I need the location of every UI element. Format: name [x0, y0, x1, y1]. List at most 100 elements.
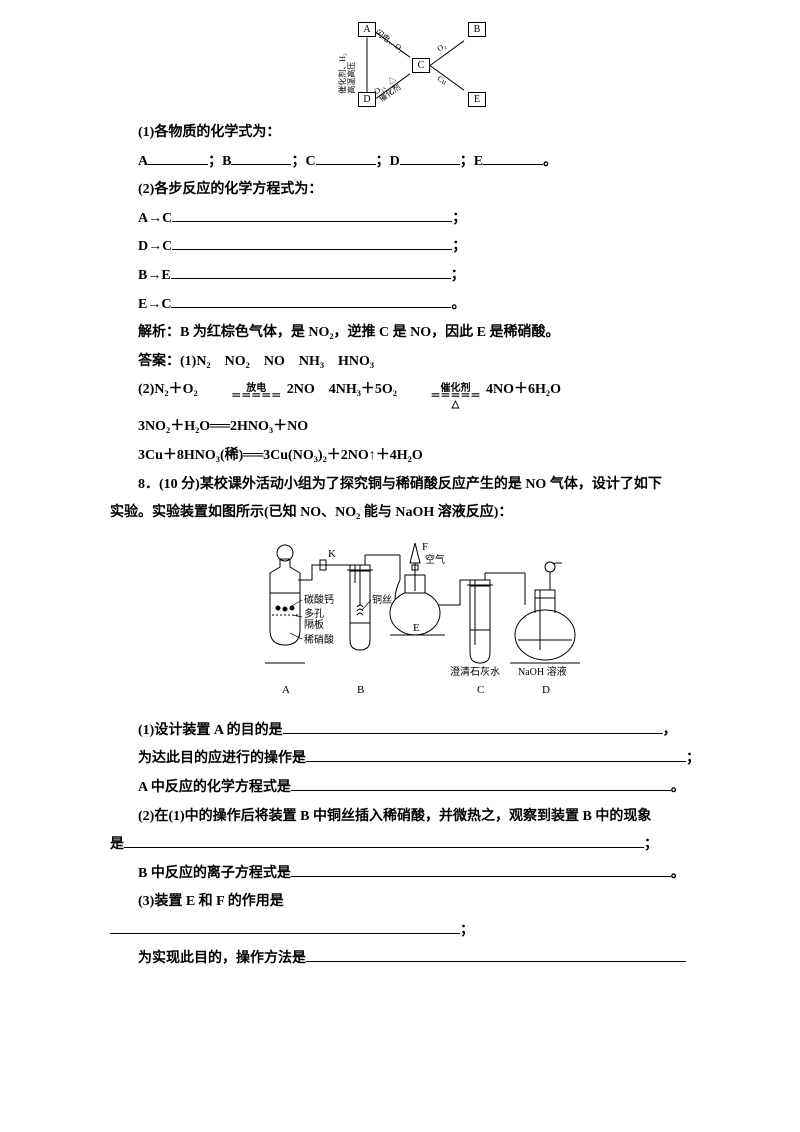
q8-1c: A 中反应的化学方程式是 。: [110, 775, 730, 802]
answer-1-text: (1)N₂ NO₂ NO NH₃ HNO₃: [180, 354, 374, 369]
eq-label: A→C: [138, 211, 172, 226]
label-c-app: C: [477, 684, 484, 696]
blank-b[interactable]: [231, 149, 291, 164]
period: 。: [543, 154, 557, 169]
q8-1b: 为达此目的应进行的操作是 ；: [110, 746, 730, 773]
eq-label: D→C: [138, 239, 172, 254]
q8-stem-2: 实验。实验装置如图所示(已知 NO、NO₂ 能与 NaOH 溶液反应)：: [110, 500, 730, 527]
analysis-text: B 为红棕色气体，是 NO₂，逆推 C 是 NO，因此 E 是稀硝酸。: [180, 325, 559, 340]
label-b-app: B: [357, 684, 364, 696]
label-a-app: A: [282, 684, 290, 696]
q8-stem-1: 8．(10 分)某校课外活动小组为了探究铜与稀硝酸反应产生的是 NO 气体，设计…: [110, 472, 730, 499]
answer-1: 答案：(1)N₂ NO₂ NO NH₃ HNO₃: [110, 349, 730, 376]
q7-1-blanks: A ；B ；C ；D ；E 。: [110, 149, 730, 176]
q8-2b: 是；: [110, 832, 730, 859]
node-d: D: [358, 92, 376, 107]
eq-ac: A→C ；: [110, 206, 730, 233]
label-air: 空气: [425, 553, 445, 566]
edge-label-ec: Cu: [434, 71, 450, 89]
label-lime: 澄清石灰水: [450, 665, 500, 678]
blank-c[interactable]: [316, 149, 376, 164]
analysis: 解析：B 为红棕色气体，是 NO₂，逆推 C 是 NO，因此 E 是稀硝酸。: [110, 320, 730, 347]
q7-1-prompt: (1)各物质的化学式为：: [110, 120, 730, 147]
blank-e[interactable]: [483, 149, 543, 164]
q7-2-prompt: (2)各步反应的化学方程式为：: [110, 177, 730, 204]
blank-ac[interactable]: [172, 206, 452, 221]
semi: ；: [686, 751, 700, 766]
q8-1a: (1)设计装置 A 的目的是 ，: [110, 718, 730, 745]
label-d-app: D: [542, 684, 550, 696]
answer-3: 3NO₂＋H₂O══2HNO₃＋NO: [110, 414, 730, 441]
blank-a[interactable]: [148, 149, 208, 164]
experiment-apparatus-diagram: K F 空气 碳酸钙 多孔 隔板 稀硝酸 铜丝 E 澄清石灰水 NaOH 溶液 …: [250, 535, 590, 710]
edge-label-ac: 闪电、O₂: [372, 25, 407, 56]
q8-3c-text: 为实现此目的，操作方法是: [138, 951, 306, 966]
reaction-arrow-1: 放电 ＝＝＝＝＝: [203, 384, 281, 400]
blank-8-1c[interactable]: [291, 776, 671, 791]
semi: ；: [460, 923, 474, 938]
period: 。: [671, 780, 685, 795]
period: 。: [671, 866, 685, 881]
edge-label-ad: 催化剂、H₂高温高压: [339, 53, 357, 94]
cond-bot: △: [424, 400, 460, 410]
semi: ；: [452, 211, 466, 226]
label-k: K: [328, 548, 336, 560]
q8-3c: 为实现此目的，操作方法是: [110, 946, 730, 973]
label-caco3: 碳酸钙: [304, 593, 334, 606]
blank-8-2b[interactable]: [124, 833, 644, 848]
ans2-p1: (2)N₂＋O₂: [138, 382, 198, 397]
label-d: ；D: [376, 154, 400, 169]
q8-2a: (2)在(1)中的操作后将装置 B 中铜丝插入稀硝酸，并微热之，观察到装置 B …: [110, 804, 730, 831]
label-porous-1: 多孔: [304, 607, 324, 620]
answer-2: (2)N₂＋O₂ 放电 ＝＝＝＝＝ 2NO 4NH₃＋5O₂ 催化剂 ＝＝＝＝＝…: [110, 377, 730, 412]
q8-3b: ；: [110, 918, 730, 945]
q8-2b-pre: 是: [110, 837, 124, 852]
blank-dc[interactable]: [172, 235, 452, 250]
blank-8-1a[interactable]: [283, 718, 663, 733]
blank-8-3b[interactable]: [110, 918, 460, 933]
period: 。: [451, 297, 465, 312]
label-e: ；E: [460, 154, 483, 169]
q8-3a: (3)装置 E 和 F 的作用是: [110, 889, 730, 916]
blank-8-1b[interactable]: [306, 747, 686, 762]
q8-1b-text: 为达此目的应进行的操作是: [138, 751, 306, 766]
analysis-label: 解析：: [138, 325, 180, 340]
ans2-p2: 2NO 4NH₃＋5O₂: [287, 382, 397, 397]
eq-be: B→E ；: [110, 263, 730, 290]
label-b: ；B: [208, 154, 231, 169]
label-hno3: 稀硝酸: [304, 633, 334, 646]
blank-ec[interactable]: [171, 292, 451, 307]
answer-label: 答案：: [138, 354, 180, 369]
reaction-diagram-1: A B C D E 闪电、O₂ 催化剂、H₂高温高压 O₂ O₂、△催化剂 Cu: [330, 20, 510, 110]
edge-line: [367, 38, 368, 93]
blank-8-3c[interactable]: [306, 947, 686, 962]
blank-be[interactable]: [171, 264, 451, 279]
eq-label: B→E: [138, 268, 171, 283]
semi: ；: [452, 239, 466, 254]
label-e-flask: E: [413, 622, 420, 634]
reaction-arrow-2: 催化剂 ＝＝＝＝＝ △: [403, 384, 481, 410]
answer-4: 3Cu＋8HNO₃(稀)══3Cu(NO₃)₂＋2NO↑＋4H₂O: [110, 443, 730, 470]
semi: ；: [451, 268, 465, 283]
node-c: C: [412, 58, 430, 73]
eq-label: E→C: [138, 297, 171, 312]
comma: ，: [663, 723, 677, 738]
q8-1a-text: (1)设计装置 A 的目的是: [138, 723, 283, 738]
blank-d[interactable]: [400, 149, 460, 164]
q8-1c-text: A 中反应的化学方程式是: [138, 780, 291, 795]
q8-2c: B 中反应的离子方程式是 。: [110, 861, 730, 888]
semi: ；: [644, 837, 658, 852]
label-a: A: [138, 154, 148, 169]
label-porous-2: 隔板: [304, 618, 324, 631]
eq-ec: E→C 。: [110, 292, 730, 319]
eq-dc: D→C ；: [110, 234, 730, 261]
label-f: F: [422, 541, 428, 553]
label-c: ；C: [291, 154, 315, 169]
label-naoh: NaOH 溶液: [518, 665, 567, 678]
blank-8-2c[interactable]: [291, 861, 671, 876]
node-e: E: [468, 92, 486, 107]
node-b: B: [468, 22, 486, 37]
q8-2c-text: B 中反应的离子方程式是: [138, 866, 291, 881]
cond-mid: ＝＝＝＝＝: [203, 394, 281, 400]
ans2-p3: 4NO＋6H₂O: [486, 382, 561, 397]
